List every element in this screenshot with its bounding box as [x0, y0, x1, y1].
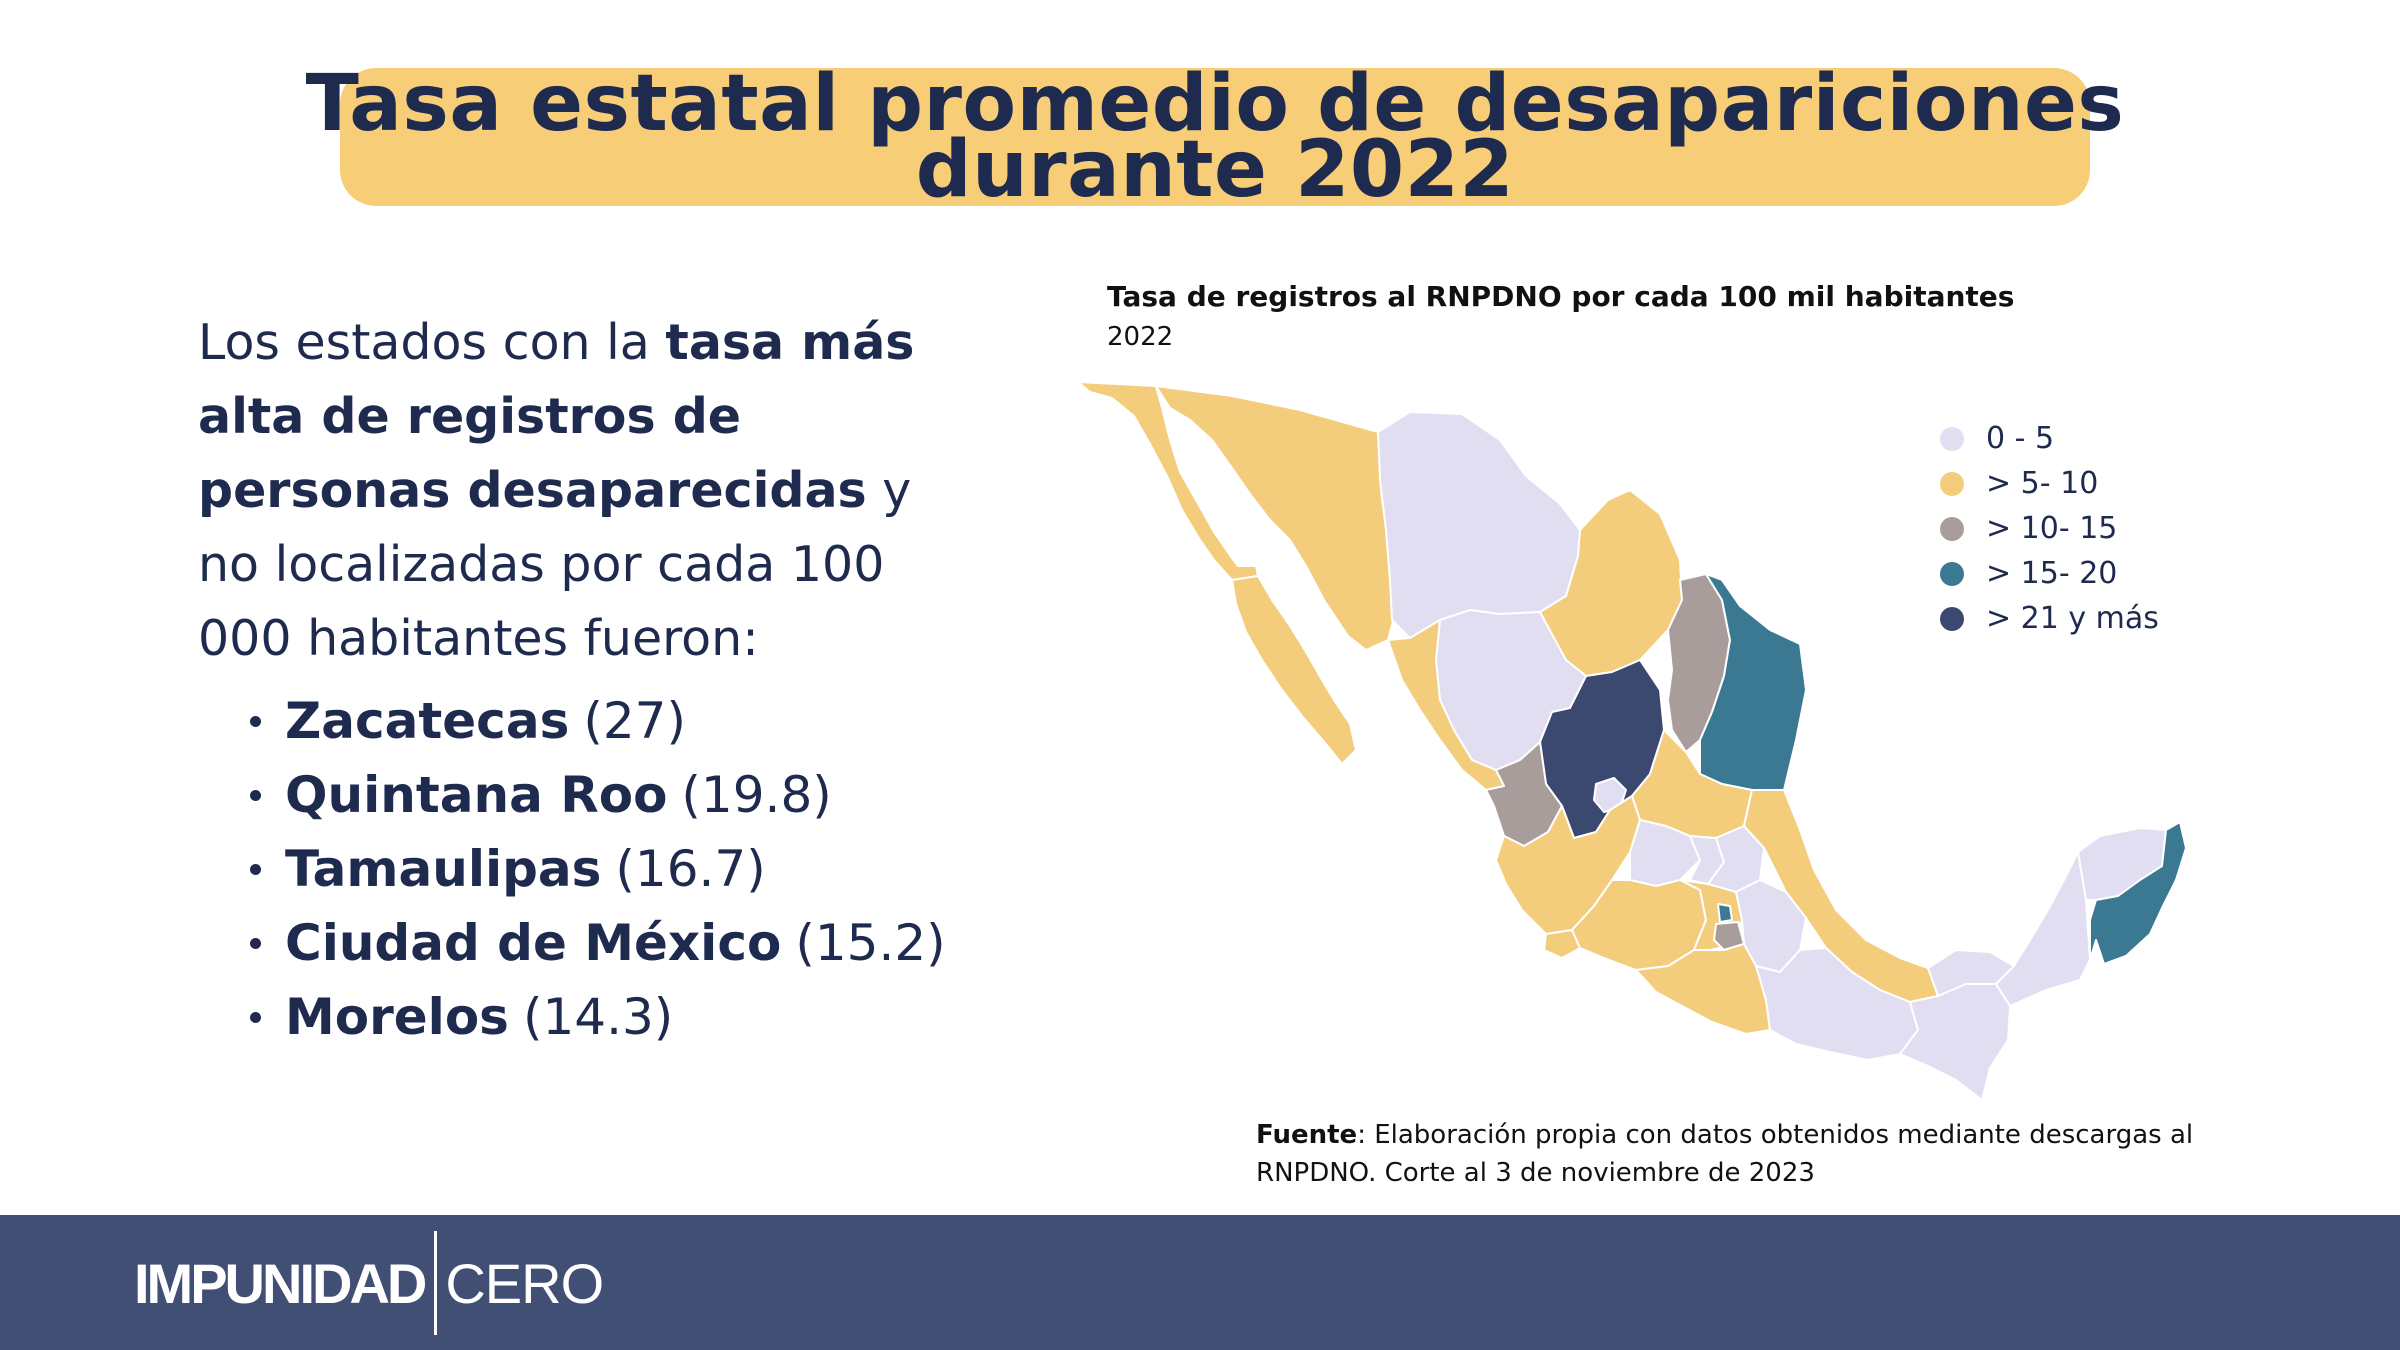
- bullet-icon: [250, 863, 261, 875]
- logo-text-light: CERO: [445, 1251, 604, 1315]
- bullet-icon: [250, 715, 261, 727]
- region-quintana-roo: [2089, 821, 2187, 965]
- map-title: Tasa de registros al RNPDNO por cada 100…: [1107, 280, 2015, 313]
- bullet-icon: [250, 1011, 261, 1023]
- region-baja-california-sur: [1231, 575, 1357, 765]
- state-value: (14.3): [522, 988, 674, 1046]
- legend-label: > 15- 20: [1986, 556, 2118, 591]
- map-legend: 0 - 5 > 5- 10 > 10- 15 > 15- 20 > 21 y m…: [1940, 416, 2159, 641]
- legend-swatch-icon: [1940, 516, 1964, 541]
- legend-item: 0 - 5: [1940, 416, 2159, 461]
- region-chiapas: [1899, 983, 2011, 1101]
- legend-label: > 21 y más: [1986, 601, 2159, 636]
- state-value: (15.2): [795, 914, 946, 972]
- state-value: (27): [583, 692, 686, 750]
- source-label: Fuente: [1256, 1120, 1358, 1150]
- list-item: Morelos (14.3): [250, 980, 946, 1054]
- legend-item: > 10- 15: [1940, 506, 2159, 551]
- region-colima: [1543, 929, 1581, 959]
- list-item: Quintana Roo (19.8): [250, 758, 946, 832]
- page-title-line-2: durante 2022: [915, 125, 1515, 215]
- legend-item: > 15- 20: [1940, 551, 2159, 596]
- title-banner: Tasa estatal promedio de desapariciones …: [306, 65, 2124, 215]
- state-name: Morelos: [285, 988, 509, 1046]
- legend-item: > 21 y más: [1940, 596, 2159, 641]
- region-chihuahua: [1377, 411, 1581, 639]
- intro-paragraph: Los estados con la tasa más alta de regi…: [198, 306, 958, 676]
- intro-text-start: Los estados con la: [198, 314, 666, 371]
- impunidad-cero-logo: IMPUNIDAD CERO: [134, 1228, 604, 1338]
- mexico-choropleth-map: [1077, 381, 2187, 1101]
- legend-label: 0 - 5: [1986, 421, 2055, 456]
- legend-swatch-icon: [1940, 561, 1964, 586]
- footer-bar: [0, 1215, 2400, 1350]
- state-name: Quintana Roo: [285, 766, 668, 824]
- state-name: Tamaulipas: [285, 840, 602, 898]
- map-subtitle: 2022: [1107, 322, 1174, 352]
- legend-item: > 5- 10: [1940, 461, 2159, 506]
- legend-swatch-icon: [1940, 426, 1964, 451]
- logo-text-bold: IMPUNIDAD: [134, 1251, 427, 1315]
- legend-swatch-icon: [1940, 606, 1964, 631]
- top-states-list: Zacatecas (27) Quintana Roo (19.8) Tamauli…: [250, 684, 946, 1054]
- source-text: : Elaboración propia con datos obtenidos…: [1256, 1120, 2194, 1188]
- source-note: Fuente: Elaboración propia con datos obt…: [1256, 1116, 2316, 1192]
- legend-label: > 10- 15: [1986, 511, 2118, 546]
- state-value: (19.8): [681, 766, 832, 824]
- legend-label: > 5- 10: [1986, 466, 2099, 501]
- bullet-icon: [250, 789, 261, 801]
- page-title-line-1: Tasa estatal promedio de desapariciones: [305, 59, 2125, 149]
- list-item: Zacatecas (27): [250, 684, 946, 758]
- state-name: Ciudad de México: [285, 914, 782, 972]
- logo-divider: [434, 1231, 438, 1335]
- state-value: (16.7): [615, 840, 766, 898]
- intro-text-bold: tasa más alta de registros de personas d…: [198, 314, 915, 519]
- intro-text-end: y no localizadas por cada 100 000 habita…: [198, 462, 912, 667]
- bullet-icon: [250, 937, 261, 949]
- list-item: Ciudad de México (15.2): [250, 906, 946, 980]
- state-name: Zacatecas: [285, 692, 570, 750]
- list-item: Tamaulipas (16.7): [250, 832, 946, 906]
- region-ciudad-de-mexico: [1717, 903, 1733, 923]
- region-campeche: [1995, 851, 2091, 1007]
- legend-swatch-icon: [1940, 471, 1964, 496]
